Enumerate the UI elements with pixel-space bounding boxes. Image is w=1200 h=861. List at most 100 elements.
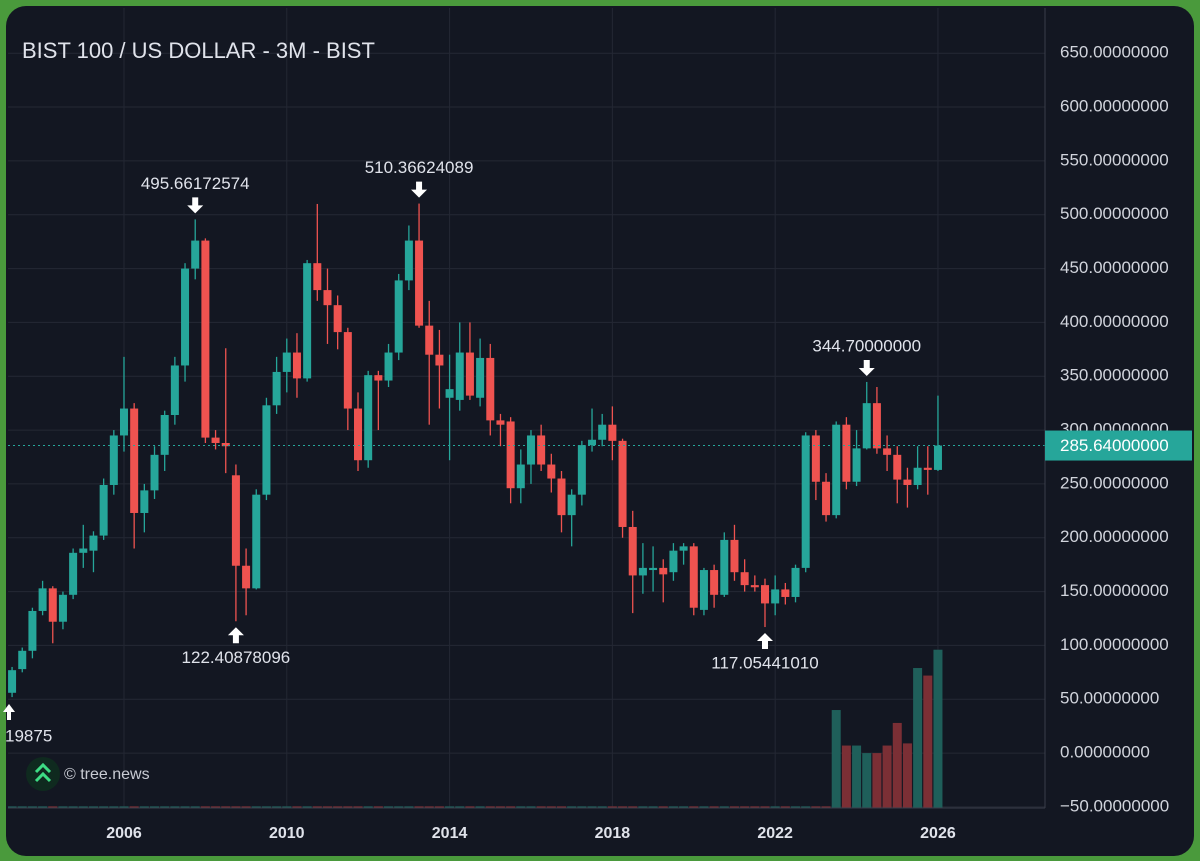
volume-bar xyxy=(780,806,790,808)
volume-bar xyxy=(618,806,628,808)
candle-body xyxy=(323,290,332,306)
volume-bar xyxy=(668,806,678,808)
candle-body xyxy=(537,435,546,465)
candle-body xyxy=(384,352,393,381)
volume-bar xyxy=(8,806,17,808)
candle-body xyxy=(109,435,118,485)
volume-bar xyxy=(322,806,332,808)
y-tick-label: 500.00000000 xyxy=(1060,204,1169,223)
candle-body xyxy=(89,535,98,551)
volume-bar xyxy=(200,806,210,808)
logo-chevron xyxy=(34,762,52,774)
volume-bar xyxy=(48,806,58,808)
volume-bar xyxy=(312,806,322,808)
candle-body xyxy=(933,445,942,470)
candle-body xyxy=(781,589,790,597)
volume-bar xyxy=(699,806,709,808)
volume-bar xyxy=(455,806,465,808)
x-tick-label: 2018 xyxy=(595,825,631,842)
x-tick-label: 2010 xyxy=(269,825,305,842)
volume-bar xyxy=(363,806,373,808)
volume-bar xyxy=(475,806,485,808)
candle-body xyxy=(516,464,525,489)
volume-bar xyxy=(587,806,597,808)
candle-body xyxy=(720,539,729,595)
volume-bar xyxy=(394,806,404,808)
volume-bar xyxy=(231,806,241,808)
candle-body xyxy=(689,546,698,608)
volume-bar xyxy=(729,806,739,808)
candle-body xyxy=(425,325,434,355)
volume-bar xyxy=(404,806,414,808)
volume-bar xyxy=(852,745,862,808)
candle-body xyxy=(842,424,851,482)
y-tick-label: 200.00000000 xyxy=(1060,527,1169,546)
volume-bar xyxy=(414,806,424,808)
volume-bar xyxy=(689,806,699,808)
volume-bar xyxy=(892,722,902,808)
volume-bar xyxy=(882,745,892,808)
candle-body xyxy=(292,352,301,379)
x-tick-label: 2022 xyxy=(757,825,793,842)
volume-bar xyxy=(302,806,312,808)
y-tick-label: 400.00000000 xyxy=(1060,312,1169,331)
y-tick-label: 350.00000000 xyxy=(1060,366,1169,385)
candle-body xyxy=(201,240,210,438)
y-tick-label: 600.00000000 xyxy=(1060,97,1169,116)
y-tick-label: 650.00000000 xyxy=(1060,43,1169,62)
y-tick-label: 100.00000000 xyxy=(1060,635,1169,654)
candle-layer xyxy=(8,203,1045,698)
volume-bar xyxy=(384,806,394,808)
candle-body xyxy=(567,494,576,516)
candle-body xyxy=(730,539,739,573)
volume-bar xyxy=(577,806,587,808)
volume-layer xyxy=(8,649,943,808)
volume-bar xyxy=(557,806,567,808)
candle-body xyxy=(242,565,251,589)
volume-bar xyxy=(821,806,831,808)
volume-bar xyxy=(923,675,933,808)
last-price-label: 285.64000000 xyxy=(1060,436,1169,455)
candle-body xyxy=(455,352,464,400)
candle-body xyxy=(28,610,37,651)
volume-bar xyxy=(292,806,302,808)
annotation-label: 122.40878096 xyxy=(182,648,291,667)
volume-bar xyxy=(109,806,119,808)
candle-body xyxy=(211,437,220,443)
candle-body xyxy=(48,588,57,622)
candle-body xyxy=(354,408,363,461)
candle-body xyxy=(791,567,800,597)
volume-bar xyxy=(373,806,383,808)
volume-bar xyxy=(221,806,231,808)
candle-body xyxy=(252,494,261,589)
volume-bar xyxy=(88,806,98,808)
volume-bar xyxy=(272,806,282,808)
candle-body xyxy=(119,408,128,436)
candle-body xyxy=(170,365,179,415)
volume-bar xyxy=(27,806,37,808)
annotation-arrow xyxy=(411,181,428,198)
volume-bar xyxy=(139,806,149,808)
candle-body xyxy=(364,375,373,461)
candle-body xyxy=(506,421,515,489)
candle-body xyxy=(18,650,27,670)
candle-body xyxy=(69,552,78,595)
volume-bar xyxy=(180,806,190,808)
edge-arrow xyxy=(3,704,15,720)
annotation-arrow xyxy=(756,633,773,650)
annotation-arrow xyxy=(227,627,244,644)
candle-body xyxy=(8,670,17,693)
volume-bar xyxy=(465,806,475,808)
candle-body xyxy=(160,414,169,455)
candle-body xyxy=(374,375,383,381)
candle-body xyxy=(832,424,841,516)
watermark: © tree.news xyxy=(64,766,150,783)
volume-bar xyxy=(190,806,200,808)
volume-bar xyxy=(913,668,923,808)
volume-bar xyxy=(17,806,27,808)
candle-body xyxy=(740,572,749,586)
candle-body xyxy=(628,526,637,576)
volume-bar xyxy=(78,806,88,808)
candle-body xyxy=(303,263,312,379)
